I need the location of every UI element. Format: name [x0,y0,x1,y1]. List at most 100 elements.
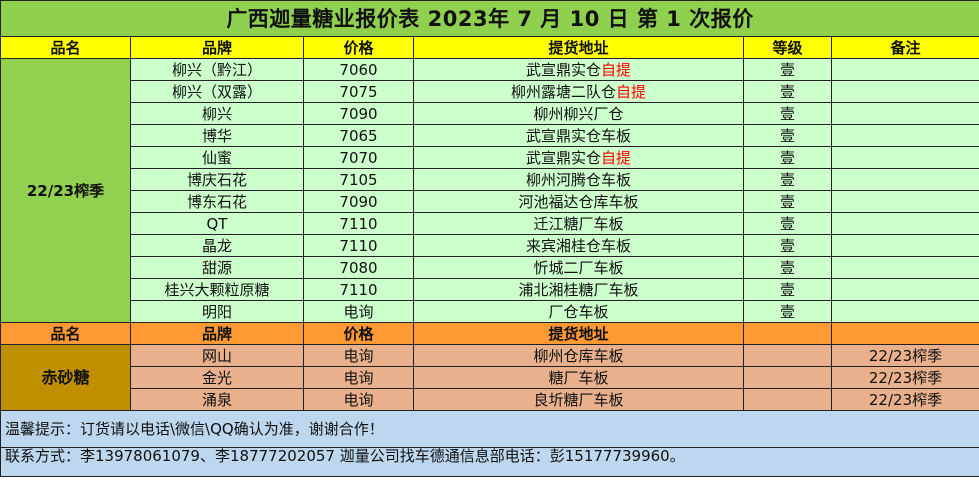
price-cell: 7080 [303,256,414,279]
address-cell: 河池福达仓库车板 [413,190,744,213]
reminder-note: 温馨提示：订货请以电话\微信\QQ确认为准，谢谢合作！ [0,410,979,448]
address-cell: 武宣鼎实仓自提 [413,146,744,169]
self-pickup-tag: 自提 [601,60,632,79]
price-cell: 电询 [303,344,414,367]
remarks-cell [830,300,979,323]
price-cell: 7090 [303,190,414,213]
address-text: 柳州露塘二队仓 [510,82,616,101]
remarks-cell: 22/23榨季 [830,388,979,411]
table-row: 桂兴大颗粒原糖 7110 浦北湘桂糖厂车板 壹 [1,278,979,301]
grade-cell: 壹 [743,256,832,279]
grade-cell: 壹 [743,80,832,103]
address-cell: 迁江糖厂车板 [413,212,744,235]
table-row: 博华 7065 武宣鼎实仓车板 壹 [1,124,979,147]
table-row: 赤砂糖 网山 电询 柳州仓库车板 22/23榨季 [0,344,979,411]
remarks-cell [830,256,979,279]
grade-cell: 壹 [743,146,832,169]
price-cell: 7070 [303,146,414,169]
table-row: 柳兴 7090 柳州柳兴厂仓 壹 [1,102,979,125]
address-text: 河池福达仓库车板 [518,192,639,211]
grade-cell: 壹 [743,58,832,81]
address-cell: 厂仓车板 [413,300,744,323]
price-cell: 7110 [303,278,414,301]
address-cell: 忻城二厂车板 [413,256,744,279]
brand-cell: 金光 [130,366,304,389]
price-cell: 7075 [303,80,414,103]
remarks-cell [830,102,979,125]
grade-cell: 壹 [743,212,832,235]
grade-cell [743,388,832,411]
header-product-name: 品名 [0,36,131,59]
address-text: 忻城二厂车板 [533,258,624,277]
remarks-cell [830,124,979,147]
address-text: 迁江糖厂车板 [533,214,624,233]
address-cell: 武宣鼎实仓车板 [413,124,744,147]
price-cell: 7105 [303,168,414,191]
remarks-cell [830,80,979,103]
contact-info: 联系方式：李13978061079、李18777202057 迦量公司找车德通信… [0,447,979,477]
brand-cell: 柳兴 [130,102,304,125]
address-cell: 浦北湘桂糖厂车板 [413,278,744,301]
address-text: 武宣鼎实仓 [525,148,601,167]
brand-cell: 晶龙 [130,234,304,257]
table-row: QT 7110 迁江糖厂车板 壹 [1,212,979,235]
header-pickup-address: 提货地址 [413,36,744,59]
grade-cell: 壹 [743,124,832,147]
remarks-cell [830,168,979,191]
brand-cell: 甜源 [130,256,304,279]
address-text: 武宣鼎实仓 [525,60,601,79]
grade-cell: 壹 [743,168,832,191]
brand-cell: 博东石花 [130,190,304,213]
address-text: 厂仓车板 [548,302,609,321]
header-remarks: 备注 [830,36,979,59]
remarks-cell [830,278,979,301]
table-row: 甜源 7080 忻城二厂车板 壹 [1,256,979,279]
header-row: 品名 品牌 价格 提货地址 等级 备注 [0,36,979,59]
season-label: 22/23榨季 [0,58,131,323]
raw-sugar-label: 赤砂糖 [0,344,131,411]
header-price: 价格 [303,322,414,345]
sheet-title: 广西迦量糖业报价表 2023年 7 月 10 日 第 1 次报价 [0,0,979,37]
brand-cell: 柳兴（黔江） [130,58,304,81]
header-grade: 等级 [743,36,832,59]
address-text: 武宣鼎实仓车板 [525,126,631,145]
header-brand: 品牌 [130,322,304,345]
header-price: 价格 [303,36,414,59]
price-cell: 7065 [303,124,414,147]
brand-cell: 博华 [130,124,304,147]
self-pickup-tag: 自提 [601,148,632,167]
grade-cell: 壹 [743,278,832,301]
table-row: 晶龙 7110 来宾湘桂仓车板 壹 [1,234,979,257]
remarks-cell [830,58,979,81]
table-row: 金光 电询 糖厂车板 22/23榨季 [1,366,979,389]
table-row: 博庆石花 7105 柳州河腾仓车板 壹 [1,168,979,191]
price-cell: 电询 [303,366,414,389]
brand-cell: 博庆石花 [130,168,304,191]
price-cell: 电询 [303,300,414,323]
address-cell: 柳州仓库车板 [413,344,744,367]
header-grade [743,322,832,345]
remarks-cell: 22/23榨季 [830,366,979,389]
price-cell: 电询 [303,388,414,411]
brand-cell: 涌泉 [130,388,304,411]
brand-cell: 仙蜜 [130,146,304,169]
grade-cell [743,366,832,389]
header-brand: 品牌 [130,36,304,59]
grade-cell: 壹 [743,190,832,213]
address-text: 柳州河腾仓车板 [525,170,631,189]
header-product-name: 品名 [0,322,131,345]
grade-cell: 壹 [743,102,832,125]
price-cell: 7110 [303,212,414,235]
address-cell: 柳州河腾仓车板 [413,168,744,191]
table-row: 22/23榨季 柳兴（黔江） 7060 武宣鼎实仓自提壹 [0,58,979,323]
price-cell: 7110 [303,234,414,257]
address-cell: 来宾湘桂仓车板 [413,234,744,257]
address-text: 浦北湘桂糖厂车板 [518,280,639,299]
grade-cell [743,344,832,367]
header-pickup-address: 提货地址 [413,322,744,345]
address-cell: 良圻糖厂车板 [413,388,744,411]
brand-cell: 网山 [130,344,304,367]
table-row: 柳兴（双露） 7075 柳州露塘二队仓自提壹 [1,80,979,103]
